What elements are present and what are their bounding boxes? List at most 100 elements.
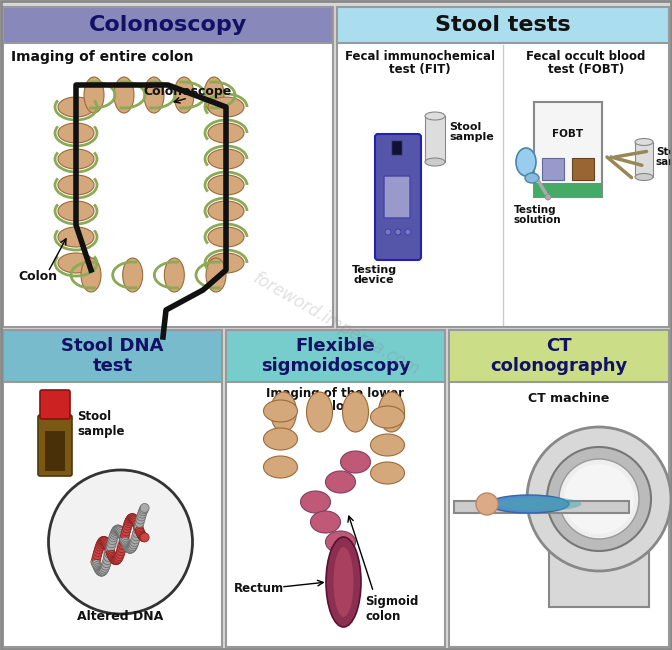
Circle shape [130,538,139,547]
Circle shape [128,514,136,523]
Ellipse shape [378,392,405,432]
Circle shape [138,507,147,516]
Bar [542,158,564,180]
Circle shape [93,564,103,573]
Text: Stool DNA
test: Stool DNA test [61,337,164,374]
Ellipse shape [525,173,539,183]
Circle shape [106,545,114,554]
Circle shape [116,547,126,556]
Circle shape [119,537,128,546]
Ellipse shape [208,253,244,273]
Circle shape [107,551,116,560]
Circle shape [123,543,132,551]
Bar [3,7,333,327]
Bar [572,158,594,180]
Circle shape [126,514,136,523]
Bar [337,7,669,43]
Ellipse shape [114,77,134,113]
Circle shape [108,552,117,561]
Bar [635,142,653,177]
Bar [45,431,65,471]
Circle shape [132,528,142,538]
Text: Rectum: Rectum [234,582,284,595]
Circle shape [101,538,110,547]
Circle shape [102,558,111,567]
Circle shape [138,509,146,518]
Circle shape [527,427,671,571]
Text: CT
colonography: CT colonography [491,337,628,374]
Circle shape [91,558,100,567]
Ellipse shape [326,537,361,627]
Bar [454,501,629,513]
Text: Sigmoid
colon: Sigmoid colon [366,595,419,623]
Circle shape [103,552,113,562]
Circle shape [48,470,192,614]
Circle shape [129,514,138,523]
Circle shape [99,536,108,545]
Circle shape [99,536,108,545]
Circle shape [91,558,100,567]
Circle shape [547,447,651,551]
Circle shape [97,567,106,577]
FancyBboxPatch shape [392,141,402,155]
Circle shape [124,519,133,528]
Circle shape [113,525,122,534]
Circle shape [132,518,140,527]
Text: Colon: Colon [18,270,57,283]
Circle shape [109,554,118,563]
Bar [3,330,222,382]
Circle shape [112,556,120,565]
Ellipse shape [325,471,355,493]
Circle shape [122,541,131,550]
Bar [3,7,333,43]
Text: Stool
sample: Stool sample [449,122,494,142]
Circle shape [140,533,149,542]
Circle shape [96,567,105,576]
Circle shape [95,566,104,575]
Text: Fecal occult blood
test (FOBT): Fecal occult blood test (FOBT) [526,49,646,77]
Circle shape [112,556,121,565]
Bar [449,330,669,647]
Text: FOBT: FOBT [552,129,583,139]
Text: Stool
sample: Stool sample [77,411,124,437]
Circle shape [385,229,391,235]
Circle shape [116,549,124,558]
Ellipse shape [84,77,104,113]
Ellipse shape [144,77,164,113]
Circle shape [98,537,107,546]
Ellipse shape [306,392,333,432]
Text: Stool tests: Stool tests [435,15,571,35]
Ellipse shape [58,201,94,221]
Ellipse shape [370,462,405,484]
Circle shape [119,533,128,542]
Circle shape [115,552,124,561]
Circle shape [112,526,120,536]
Ellipse shape [300,491,331,513]
Circle shape [122,540,130,549]
Ellipse shape [343,392,368,432]
Text: Testing
solution: Testing solution [514,205,562,226]
Bar [549,462,649,607]
Circle shape [133,525,142,534]
Circle shape [134,522,143,531]
Circle shape [110,555,119,564]
Circle shape [110,528,120,538]
Ellipse shape [635,138,653,146]
Circle shape [140,504,149,512]
Circle shape [138,531,146,540]
Circle shape [93,547,103,556]
Circle shape [109,533,118,542]
Circle shape [114,553,123,562]
Ellipse shape [263,456,298,478]
Circle shape [94,565,103,574]
Circle shape [405,229,411,235]
Circle shape [135,526,144,535]
Ellipse shape [425,112,445,120]
Ellipse shape [263,400,298,422]
Circle shape [108,536,117,545]
Circle shape [126,544,135,553]
Text: CT machine: CT machine [528,391,610,404]
Circle shape [110,530,119,540]
Ellipse shape [516,148,536,176]
Bar [534,183,602,197]
